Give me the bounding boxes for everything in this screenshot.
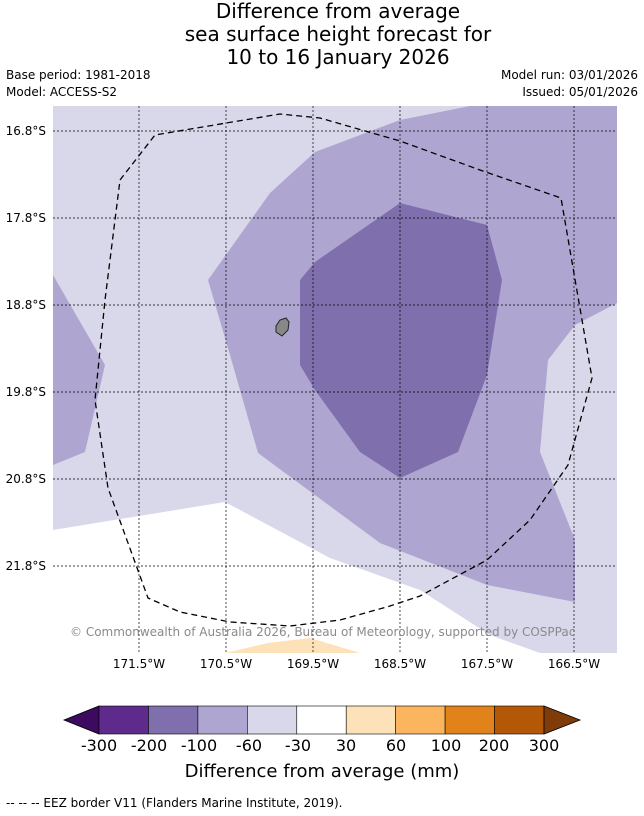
lat-label: 21.8°S	[5, 559, 46, 573]
colorbar-tick: 200	[478, 736, 510, 755]
lat-label: 19.8°S	[5, 385, 46, 399]
model-info: Base period: 1981-2018 Model: ACCESS-S2	[6, 67, 151, 101]
eez-border	[94, 113, 593, 627]
lon-label: 168.5°W	[373, 657, 427, 671]
positive-anomaly-region	[225, 638, 360, 653]
eez-legend: -- -- -- EEZ border V11 (Flanders Marine…	[6, 796, 343, 810]
issued-date: Issued: 05/01/2026	[522, 85, 638, 99]
map-title: Difference from average sea surface heig…	[0, 0, 644, 69]
colorbar-extend-low	[62, 705, 100, 735]
colorbar-extend-high	[543, 705, 582, 735]
colorbar-tick: 300	[528, 736, 560, 755]
colorbar	[62, 705, 582, 735]
colorbar-tick: -300	[80, 736, 118, 755]
lon-label: 166.5°W	[547, 657, 601, 671]
lat-label: 18.8°S	[5, 298, 46, 312]
colorbar-tick: -200	[130, 736, 168, 755]
forecast-map	[53, 106, 617, 653]
title-line-3: 10 to 16 January 2026	[226, 45, 450, 69]
lat-label: 17.8°S	[5, 211, 46, 225]
contour-minus60-west	[53, 275, 105, 465]
lon-label: 170.5°W	[199, 657, 253, 671]
title-line-1: Difference from average	[215, 0, 461, 23]
colorbar-segment	[98, 705, 149, 735]
colorbar-tick: -30	[284, 736, 312, 755]
lat-label: 16.8°S	[5, 124, 46, 138]
colorbar-segments	[62, 705, 582, 735]
map-fill-layers	[53, 106, 617, 653]
graticule	[53, 106, 617, 653]
island-shape-icon	[275, 317, 290, 337]
lat-label: 20.8°S	[5, 472, 46, 486]
colorbar-tick: 100	[430, 736, 462, 755]
zero-anomaly-region	[53, 502, 540, 653]
lon-label: 167.5°W	[460, 657, 514, 671]
colorbar-segment	[296, 705, 347, 735]
colorbar-segment	[197, 705, 248, 735]
contour-light-east-notch	[597, 420, 617, 470]
colorbar-segment	[345, 705, 396, 735]
model-name: Model: ACCESS-S2	[6, 85, 118, 99]
colorbar-segment	[395, 705, 446, 735]
lon-label: 171.5°W	[112, 657, 166, 671]
colorbar-title: Difference from average (mm)	[184, 761, 460, 782]
colorbar-tick: -60	[235, 736, 263, 755]
title-line-2: sea surface height forecast for	[184, 22, 492, 46]
colorbar-segment	[148, 705, 199, 735]
colorbar-tick: -100	[180, 736, 218, 755]
model-run-date: Model run: 03/01/2026	[500, 68, 638, 82]
base-period: Base period: 1981-2018	[6, 68, 151, 82]
colorbar-segment	[247, 705, 298, 735]
run-info: Model run: 03/01/2026 Issued: 05/01/2026	[501, 67, 638, 101]
colorbar-segment	[494, 705, 545, 735]
contour-minus100-core	[300, 203, 502, 478]
colorbar-tick: 30	[335, 736, 357, 755]
colorbar-segment	[444, 705, 495, 735]
copyright-notice: © Commonwealth of Australia 2026, Bureau…	[70, 625, 576, 639]
colorbar-tick: 60	[385, 736, 407, 755]
lon-label: 169.5°W	[286, 657, 340, 671]
